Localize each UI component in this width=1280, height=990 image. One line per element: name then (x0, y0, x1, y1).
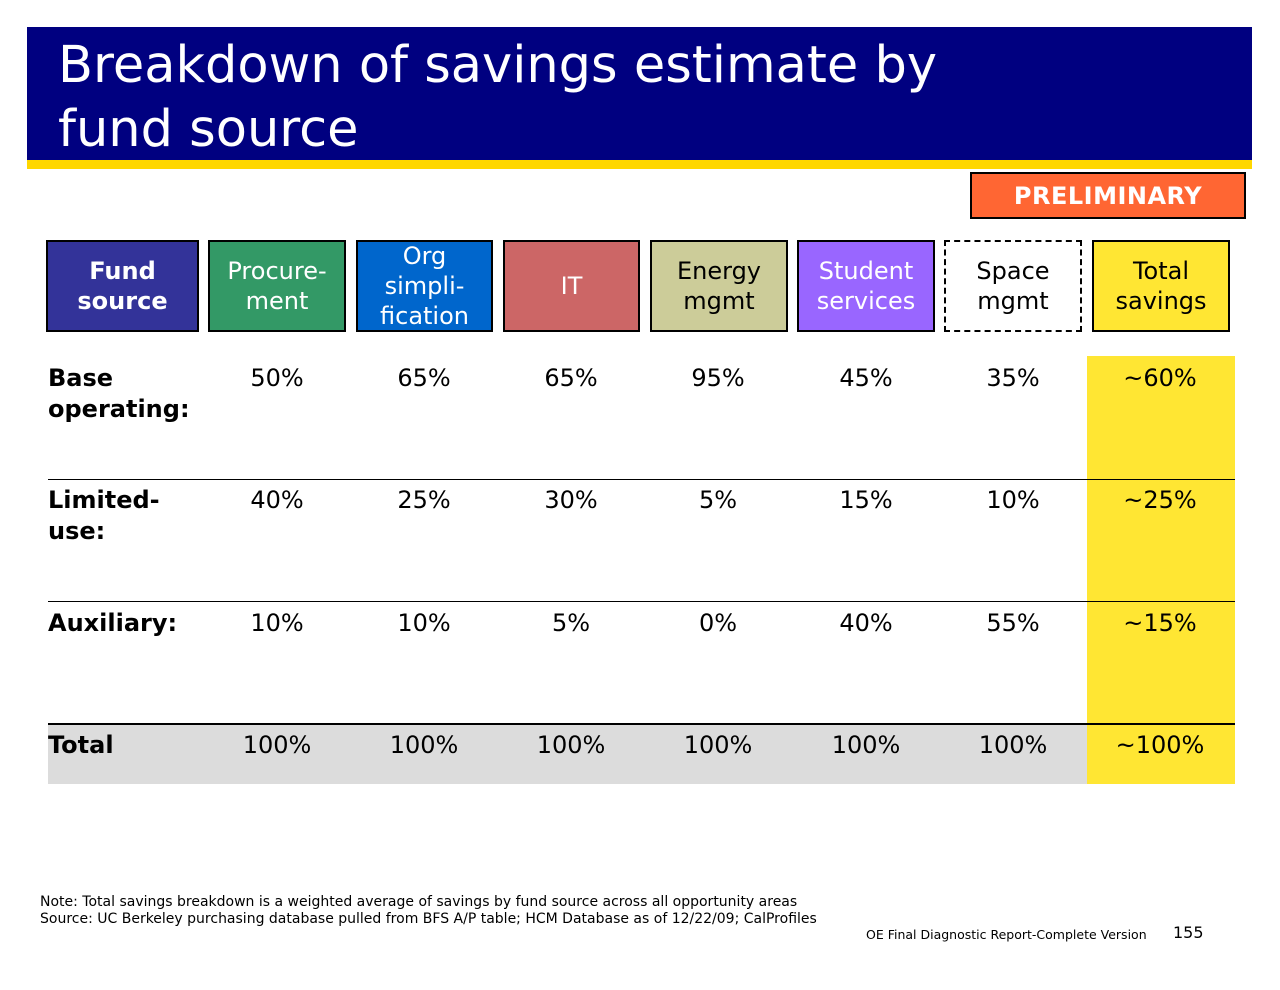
row-total-label: Total (48, 731, 114, 759)
header-total-savings: Total savings (1092, 240, 1230, 332)
title-bar (27, 27, 1252, 160)
table-cell: 100% (683, 731, 753, 759)
table-cell: 65% (397, 364, 451, 392)
table-cell: 100% (978, 731, 1048, 759)
header-fund-source: Fund source (46, 240, 199, 332)
row-divider (48, 601, 1235, 602)
header-student-services: Student services (797, 240, 935, 332)
table-cell: 10% (986, 486, 1040, 514)
table-cell: 65% (544, 364, 598, 392)
table-cell: 40% (250, 486, 304, 514)
header-it: IT (503, 240, 640, 332)
table-cell: 10% (250, 609, 304, 637)
table-cell: 0% (698, 609, 738, 637)
total-savings-cell: ~100% (1115, 731, 1205, 759)
table-cell: 100% (536, 731, 606, 759)
total-savings-cell: ~15% (1123, 609, 1197, 637)
table-cell: 100% (389, 731, 459, 759)
table-cell: 100% (831, 731, 901, 759)
page-title: Breakdown of savings estimate by fund so… (58, 36, 938, 159)
header-procurement: Procure- ment (208, 240, 346, 332)
title-underline (27, 160, 1252, 169)
preliminary-badge: PRELIMINARY (970, 172, 1246, 219)
header-energy-mgmt: Energy mgmt (650, 240, 788, 332)
total-savings-cell: ~60% (1123, 364, 1197, 392)
table-cell: 25% (397, 486, 451, 514)
page-number: 155 (1173, 923, 1204, 942)
row-auxiliary-label: Auxiliary: (48, 609, 178, 637)
row-limited-use-label: Limited- use: (48, 486, 160, 545)
footer-text: OE Final Diagnostic Report-Complete Vers… (866, 927, 1147, 942)
table-cell: 35% (986, 364, 1040, 392)
table-cell: 40% (839, 609, 893, 637)
table-cell: 30% (544, 486, 598, 514)
total-row-highlight (48, 724, 1087, 784)
table-cell: 100% (242, 731, 312, 759)
table-cell: 5% (551, 609, 591, 637)
header-org-simplification: Org simpli- fication (356, 240, 493, 332)
table-cell: 50% (250, 364, 304, 392)
note-text: Note: Total savings breakdown is a weigh… (40, 894, 798, 910)
table-cell: 45% (839, 364, 893, 392)
row-base-operating-label: Base operating: (48, 364, 190, 423)
total-savings-cell: ~25% (1123, 486, 1197, 514)
total-savings-column-highlight (1087, 356, 1235, 784)
header-space-mgmt: Space mgmt (944, 240, 1082, 332)
table-cell: 15% (839, 486, 893, 514)
total-divider (48, 723, 1235, 725)
source-text: Source: UC Berkeley purchasing database … (40, 911, 817, 927)
row-divider (48, 479, 1235, 480)
table-cell: 55% (986, 609, 1040, 637)
table-cell: 10% (397, 609, 451, 637)
table-cell: 95% (691, 364, 745, 392)
table-cell: 5% (698, 486, 738, 514)
